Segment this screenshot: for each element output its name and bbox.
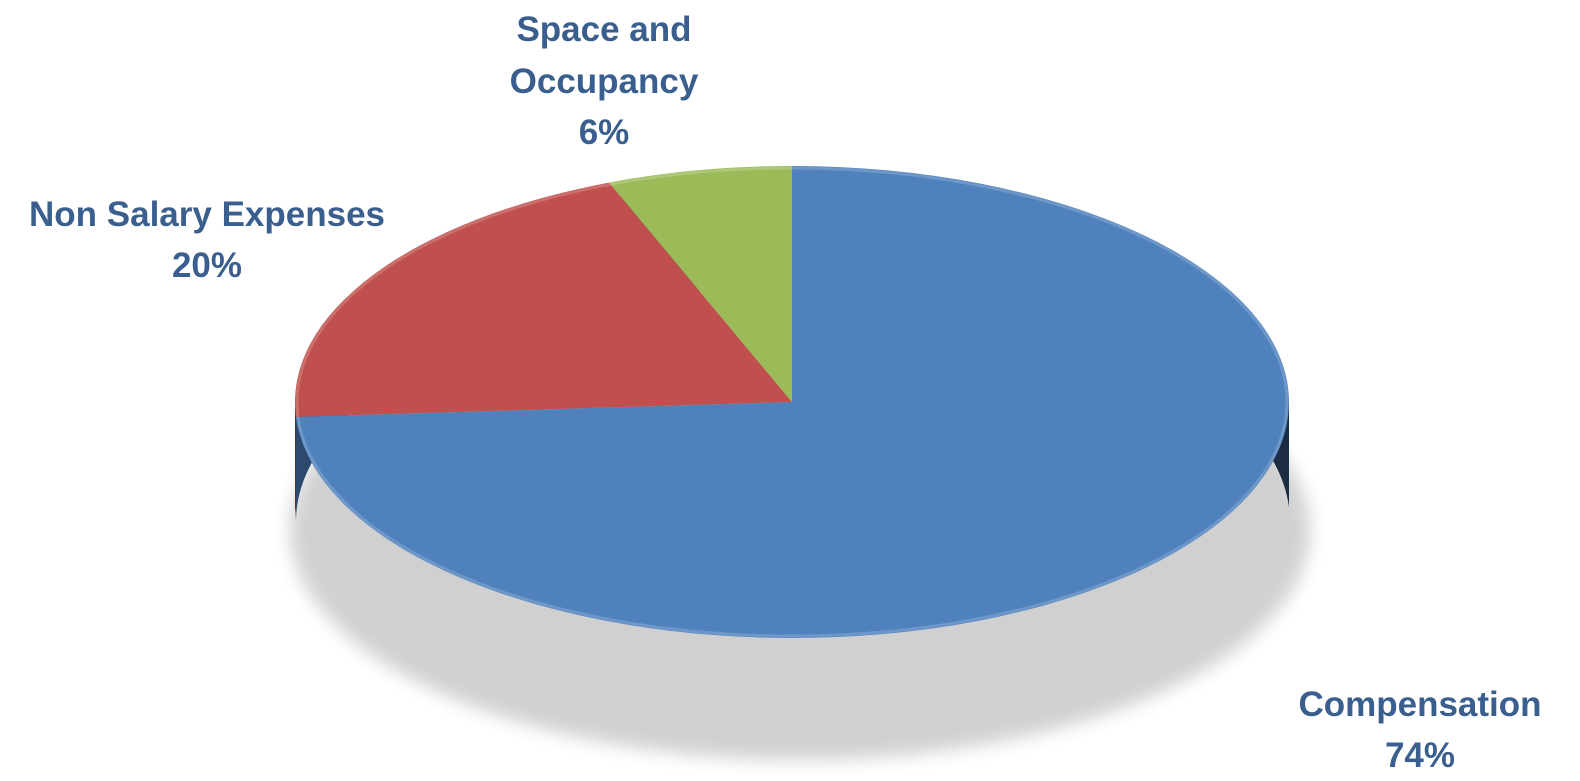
data-label-non-salary-expenses: Non Salary Expenses 20%: [29, 195, 385, 285]
slice-label-value: 20%: [172, 246, 242, 285]
data-label-compensation: Compensation 74%: [1298, 685, 1541, 775]
slice-label-value: 74%: [1385, 736, 1455, 775]
pie-rim-highlight: [295, 166, 1289, 638]
slice-label-name: Non Salary Expenses: [29, 195, 385, 234]
pie-labels: Compensation 74% Non Salary Expenses 20% Spa…: [29, 10, 1542, 775]
data-label-space-and-occupancy: Space and Occupancy 6%: [510, 10, 699, 152]
pie-slice-non-salary-expenses: [294, 182, 792, 417]
slice-label-name: Compensation: [1298, 685, 1541, 724]
slice-label-value: 6%: [579, 113, 630, 152]
pie-slice-space-and-occupancy: [609, 166, 792, 402]
slice-label-name: Occupancy: [510, 62, 699, 101]
pie-slice-compensation: [295, 166, 1289, 638]
slice-label-name: Space and: [516, 10, 691, 49]
pie-side-shade: [295, 402, 296, 522]
pie-tops: [294, 166, 1289, 638]
